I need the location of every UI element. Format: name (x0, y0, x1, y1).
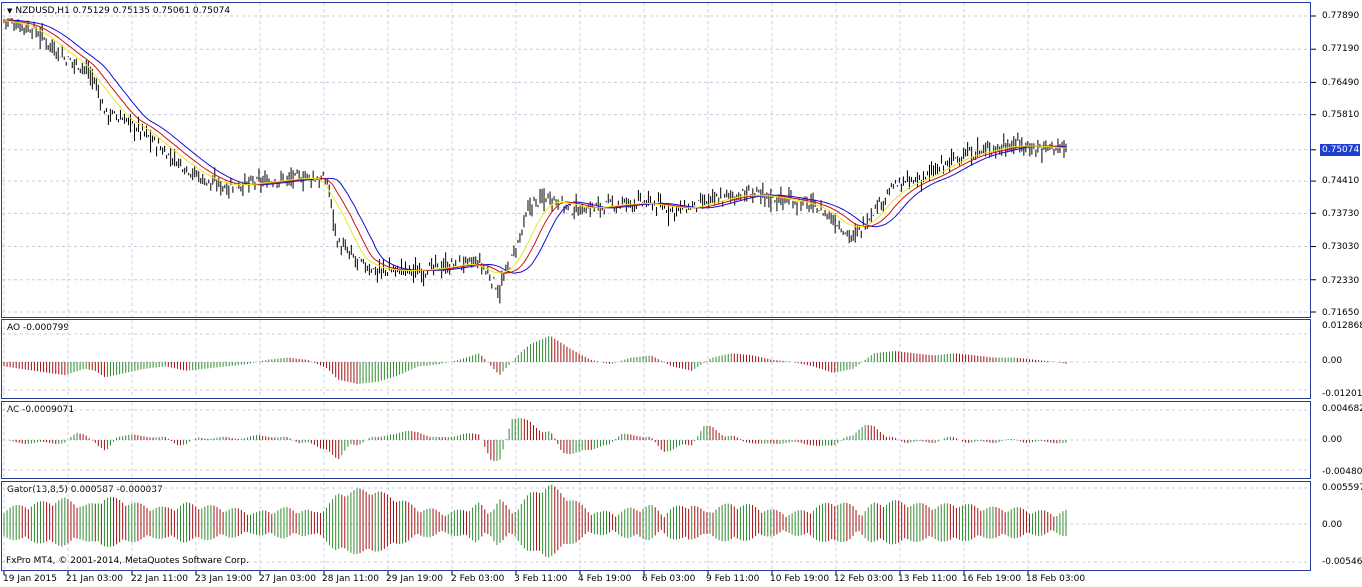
time-tick: 22 Jan 11:00 (131, 574, 188, 584)
price-tick: 0.74410 (1322, 176, 1360, 186)
time-tick: 29 Jan 19:00 (386, 574, 443, 584)
time-tick: 10 Feb 19:00 (770, 574, 830, 584)
time-tick: 6 Feb 03:00 (642, 574, 696, 584)
gator-label: Gator(13,8,5) 0.000587 -0.000037 (7, 485, 163, 495)
time-tick: 19 Jan 2015 (3, 574, 57, 584)
time-tick: 13 Feb 11:00 (898, 574, 958, 584)
time-tick: 23 Jan 19:00 (195, 574, 252, 584)
gator-scale-min: -0.005469 (1322, 557, 1362, 567)
ac-scale-min: -0.004805 (1322, 467, 1362, 477)
ao-label: AO -0.000799 (7, 323, 70, 333)
time-tick: 9 Feb 11:00 (706, 574, 760, 584)
ac-scale-zero: 0.00 (1322, 435, 1343, 445)
time-tick: 21 Jan 03:00 (66, 574, 123, 584)
alligator-lips-line (3, 20, 1067, 274)
time-tick: 4 Feb 19:00 (578, 574, 632, 584)
alligator-jaw-line (4, 19, 1067, 274)
ao-scale-max: 0.012868 (1322, 321, 1362, 331)
symbol-label: NZDUSD,H1 (15, 6, 70, 16)
gator-indicator-pane[interactable]: Gator(13,8,5) 0.000587 -0.000037 (1, 481, 1311, 571)
current-price-tag: 0.75074 (1320, 144, 1360, 156)
chart-title: ▼ NZDUSD,H1 0.75129 0.75135 0.75061 0.750… (7, 6, 230, 16)
price-tick: 0.71650 (1322, 308, 1360, 318)
price-tick: 0.73030 (1322, 242, 1360, 252)
price-tick: 0.77190 (1322, 44, 1360, 54)
ao-scale-min: -0.012013 (1322, 389, 1362, 399)
price-tick: 0.73730 (1322, 209, 1360, 219)
copyright-text: FxPro MT4, © 2001-2014, MetaQuotes Softw… (6, 556, 249, 566)
dropdown-triangle-icon[interactable]: ▼ (7, 7, 13, 15)
gator-scale-zero: 0.00 (1322, 520, 1343, 530)
time-tick: 18 Feb 03:00 (1026, 574, 1086, 584)
price-chart-pane[interactable]: ▼ NZDUSD,H1 0.75129 0.75135 0.75061 0.750… (1, 2, 1311, 318)
ao-indicator-pane[interactable]: AO -0.000799 (1, 319, 1311, 399)
time-tick: 16 Feb 19:00 (962, 574, 1022, 584)
time-tick: 28 Jan 11:00 (322, 574, 379, 584)
ao-scale-zero: 0.00 (1322, 356, 1343, 366)
price-tick: 0.75810 (1322, 110, 1360, 120)
time-tick: 27 Jan 03:00 (259, 574, 316, 584)
alligator-teeth-line (3, 19, 1067, 274)
gator-scale-max: 0.005597 (1322, 483, 1362, 493)
time-tick: 12 Feb 03:00 (834, 574, 894, 584)
ac-scale-max: 0.004682 (1322, 404, 1362, 414)
price-tick: 0.77890 (1322, 11, 1360, 21)
ohlc-values: 0.75129 0.75135 0.75061 0.75074 (72, 6, 231, 16)
time-tick: 2 Feb 03:00 (451, 574, 505, 584)
price-tick: 0.76490 (1322, 78, 1360, 88)
time-tick: 3 Feb 11:00 (514, 574, 568, 584)
price-tick: 0.72330 (1322, 276, 1360, 286)
